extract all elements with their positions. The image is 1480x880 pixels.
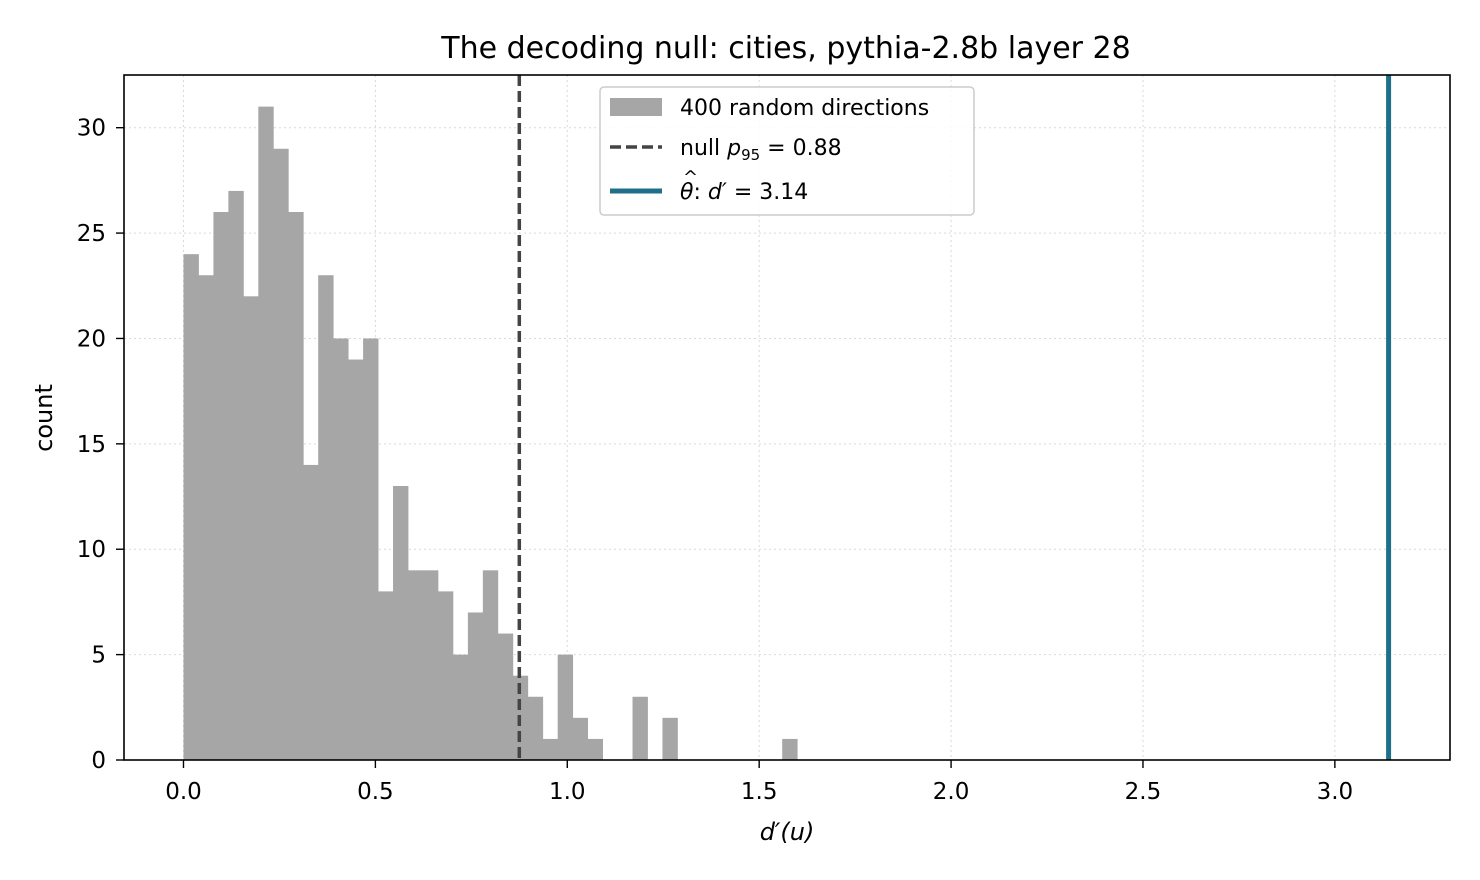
histogram-bar-12 — [363, 338, 379, 760]
legend-null-prefix: null — [680, 136, 727, 161]
legend-theta-value: = 3.14 — [727, 180, 808, 205]
x-tick-label-1: 0.5 — [357, 779, 394, 805]
x-tick-label-6: 3.0 — [1317, 779, 1354, 805]
legend-null-subscript: 95 — [741, 146, 760, 164]
y-axis-ticks: 0 5 10 15 20 25 30 — [77, 116, 124, 774]
histogram-bar-5 — [258, 106, 274, 761]
y-tick-5: 25 — [77, 221, 124, 247]
histogram-bars — [183, 106, 798, 761]
x-tick-label-5: 2.5 — [1125, 779, 1162, 805]
histogram-bar-2 — [213, 212, 229, 760]
histogram-bar-16 — [422, 570, 439, 760]
legend-label-null: null p95 = 0.88 — [680, 136, 842, 164]
y-tick-label-1: 5 — [91, 643, 106, 669]
legend-label-theta: θ: d′ = 3.14 — [680, 180, 808, 205]
x-tick-0: 0.0 — [165, 760, 202, 805]
histogram-bar-7 — [288, 212, 304, 760]
histogram-bar-32 — [662, 717, 678, 760]
histogram-bar-11 — [348, 359, 364, 760]
y-tick-3: 15 — [77, 432, 124, 458]
x-tick-label-3: 1.5 — [741, 779, 778, 805]
legend-null-value: = 0.88 — [760, 136, 841, 161]
histogram-bar-10 — [333, 338, 349, 760]
histogram-bar-13 — [378, 591, 394, 760]
histogram-bar-25 — [557, 654, 574, 760]
y-tick-label-0: 0 — [91, 748, 106, 774]
plot-frame — [123, 74, 1451, 761]
y-tick-label-6: 30 — [77, 116, 106, 142]
y-tick-6: 30 — [77, 116, 124, 142]
legend-theta-symbol: θ — [680, 180, 694, 205]
legend-label-histogram: 400 random directions — [680, 96, 929, 121]
histogram-bar-17 — [437, 591, 454, 760]
histogram-bar-1 — [198, 275, 214, 760]
histogram-bar-21 — [497, 633, 514, 760]
x-tick-label-0: 0.0 — [165, 779, 202, 805]
x-axis-ticks: 0.0 0.5 1.0 1.5 2.0 2.5 3.0 — [165, 760, 1353, 805]
x-tick-label-2: 1.0 — [549, 779, 586, 805]
histogram-bar-19 — [467, 612, 484, 760]
histogram-bar-0 — [183, 254, 199, 760]
y-tick-0: 0 — [91, 748, 124, 774]
legend-theta-prefix: : — [693, 180, 707, 205]
legend-null-p-symbol: p — [726, 136, 741, 161]
y-tick-label-4: 20 — [77, 326, 106, 352]
y-tick-2: 10 — [77, 537, 124, 563]
x-tick-3: 1.5 — [741, 760, 778, 805]
y-axis-label: count — [30, 384, 58, 452]
legend: 400 random directions null p95 = 0.88 ^ … — [599, 86, 975, 216]
x-axis-label: d′(u) — [760, 818, 815, 846]
y-tick-4: 20 — [77, 326, 124, 352]
x-tick-2: 1.0 — [549, 760, 586, 805]
x-tick-5: 2.5 — [1125, 760, 1162, 805]
histogram-bar-4 — [243, 296, 259, 760]
chart-title: The decoding null: cities, pythia-2.8b l… — [440, 31, 1130, 66]
y-tick-label-5: 25 — [77, 221, 106, 247]
legend-swatch-histogram — [610, 98, 662, 116]
histogram-bar-40 — [782, 738, 798, 760]
x-tick-label-4: 2.0 — [933, 779, 970, 805]
histogram-bar-15 — [408, 570, 424, 760]
histogram-bar-14 — [393, 486, 409, 760]
histogram-bar-3 — [228, 190, 244, 760]
y-tick-1: 5 — [91, 643, 124, 669]
histogram-bar-6 — [273, 148, 289, 760]
x-tick-6: 3.0 — [1317, 760, 1354, 805]
y-tick-label-2: 10 — [77, 537, 106, 563]
x-tick-4: 2.0 — [933, 760, 970, 805]
histogram-bar-23 — [527, 696, 544, 760]
histogram-bar-26 — [572, 717, 589, 760]
histogram-bar-8 — [303, 464, 319, 760]
x-tick-1: 0.5 — [357, 760, 394, 805]
legend-box — [599, 86, 975, 216]
histogram-bar-20 — [482, 570, 499, 760]
histogram-bar-18 — [452, 654, 469, 760]
legend-theta-dprime: d′ — [708, 180, 727, 205]
histogram-bar-24 — [542, 738, 559, 760]
histogram-bar-30 — [632, 696, 648, 760]
legend-theta-hat-accent: ^ — [683, 167, 698, 188]
histogram-bar-9 — [318, 275, 334, 760]
histogram-bar-27 — [587, 738, 603, 760]
y-tick-label-3: 15 — [77, 432, 106, 458]
